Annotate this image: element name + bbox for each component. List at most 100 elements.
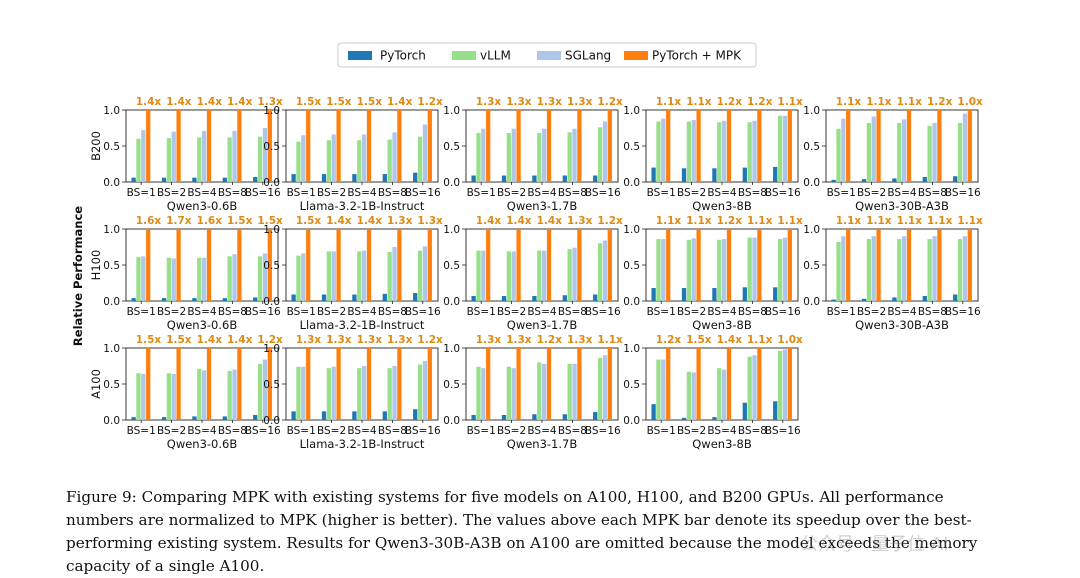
speedup-H100-2-1: 1.4x xyxy=(506,215,532,227)
bar-H100-3-3-1 xyxy=(747,237,752,301)
bar-H100-3-0-2 xyxy=(661,239,666,301)
bar-H100-1-1-2 xyxy=(331,251,336,301)
bar-A100-0-4-2 xyxy=(262,359,268,420)
ytick-label-B200-3-0.0: 0.0 xyxy=(623,177,640,189)
bar-H100-3-3-2 xyxy=(752,237,757,301)
bar-B200-4-2-1 xyxy=(897,122,902,182)
speedup-A100-0-2: 1.4x xyxy=(197,334,223,346)
bar-B200-1-3-3 xyxy=(397,110,402,182)
speedup-B200-2-2: 1.3x xyxy=(537,96,563,108)
speedup-H100-1-2: 1.4x xyxy=(357,215,383,227)
bar-H100-0-2-2 xyxy=(202,257,207,301)
bar-H100-1-0-0 xyxy=(291,294,296,301)
bar-B200-4-3-2 xyxy=(932,122,937,182)
bar-B200-2-0-0 xyxy=(471,175,476,182)
xtick-label-A100-2-0: BS=1 xyxy=(467,425,496,437)
bar-A100-0-2-1 xyxy=(197,368,202,420)
bar-A100-2-4-2 xyxy=(602,355,608,420)
bar-H100-2-2-3 xyxy=(546,229,552,301)
bar-A100-2-1-2 xyxy=(511,368,516,420)
ytick-label-H100-2-0.5: 0.5 xyxy=(443,260,460,272)
xtick-label-B200-2-0: BS=1 xyxy=(467,187,496,199)
bar-A100-3-1-0 xyxy=(681,417,687,420)
gpu-label-B200: B200 xyxy=(89,131,103,161)
bar-H100-3-2-3 xyxy=(726,229,732,301)
bar-H100-1-3-0 xyxy=(382,293,387,301)
bar-B200-0-3-3 xyxy=(237,110,242,182)
xtick-label-B200-1-4: BS=16 xyxy=(405,187,441,199)
ytick-label-A100-0-0.5: 0.5 xyxy=(103,379,120,391)
bar-B200-4-4-3 xyxy=(967,110,972,182)
bar-B200-4-1-3 xyxy=(876,110,881,182)
speedup-H100-1-1: 1.4x xyxy=(326,215,352,227)
bar-H100-2-4-1 xyxy=(597,243,603,301)
speedup-B200-0-1: 1.4x xyxy=(166,96,192,108)
ytick-label-A100-2-1.0: 1.0 xyxy=(443,343,460,355)
bar-H100-4-4-2 xyxy=(962,236,968,301)
speedup-A100-3-2: 1.4x xyxy=(717,334,743,346)
speedup-H100-1-3: 1.3x xyxy=(387,215,413,227)
bar-H100-3-4-2 xyxy=(782,237,788,301)
bar-B200-1-0-1 xyxy=(296,141,301,182)
bar-B200-1-1-1 xyxy=(326,140,331,182)
speedup-B200-0-2: 1.4x xyxy=(197,96,223,108)
ytick-label-H100-4-1.0: 1.0 xyxy=(803,224,820,236)
bar-H100-4-4-0 xyxy=(953,294,958,301)
bar-H100-3-4-0 xyxy=(773,287,778,301)
ytick-label-B200-3-0.5: 0.5 xyxy=(623,141,640,153)
bar-B200-0-0-0 xyxy=(131,177,136,182)
bar-B200-0-2-3 xyxy=(206,110,212,182)
bar-A100-3-3-3 xyxy=(757,348,762,420)
bar-B200-2-0-1 xyxy=(476,133,481,182)
bar-H100-4-0-3 xyxy=(846,229,851,301)
speedup-H100-4-3: 1.1x xyxy=(927,215,953,227)
bar-A100-1-0-3 xyxy=(306,348,311,420)
model-label-A100-2: Qwen3-1.7B xyxy=(507,437,578,451)
speedup-B200-4-2: 1.1x xyxy=(897,96,923,108)
speedup-H100-3-4: 1.1x xyxy=(777,215,803,227)
bar-H100-2-3-3 xyxy=(577,229,582,301)
bar-H100-3-0-0 xyxy=(651,288,656,301)
xtick-label-B200-1-0: BS=1 xyxy=(287,187,316,199)
speedup-H100-3-3: 1.1x xyxy=(747,215,773,227)
bar-B200-1-0-3 xyxy=(306,110,311,182)
bar-B200-0-1-0 xyxy=(161,177,167,182)
xtick-label-A100-1-2: BS=4 xyxy=(347,425,376,437)
model-label-A100-0: Qwen3-0.6B xyxy=(167,437,238,451)
bar-B200-3-3-0 xyxy=(742,167,747,182)
bar-B200-3-1-1 xyxy=(686,121,691,182)
speedup-B200-2-1: 1.3x xyxy=(506,96,532,108)
speedup-B200-3-0: 1.1x xyxy=(656,96,682,108)
bar-H100-2-4-3 xyxy=(607,229,612,301)
xtick-label-H100-3-4: BS=16 xyxy=(765,306,801,318)
xtick-label-H100-4-0: BS=1 xyxy=(827,306,856,318)
bar-H100-1-1-3 xyxy=(336,229,341,301)
bar-H100-0-4-3 xyxy=(267,229,272,301)
bar-H100-0-4-0 xyxy=(253,297,258,301)
bar-B200-3-0-3 xyxy=(666,110,671,182)
bar-B200-2-2-3 xyxy=(546,110,552,182)
ytick-label-H100-2-0.0: 0.0 xyxy=(443,296,460,308)
bar-A100-0-0-1 xyxy=(136,373,141,420)
bar-A100-2-4-0 xyxy=(593,412,598,420)
bar-B200-0-2-2 xyxy=(202,130,207,182)
xtick-label-H100-4-1: BS=2 xyxy=(857,306,886,318)
bar-H100-0-0-0 xyxy=(131,298,136,301)
bar-A100-2-2-1 xyxy=(537,362,542,420)
speedup-H100-4-4: 1.1x xyxy=(957,215,983,227)
bar-H100-0-1-0 xyxy=(161,298,167,301)
bar-A100-1-1-3 xyxy=(336,348,341,420)
bar-H100-2-4-2 xyxy=(602,240,608,301)
bar-B200-1-1-2 xyxy=(331,134,336,182)
bar-H100-2-0-1 xyxy=(476,250,481,301)
xtick-label-A100-3-3: BS=8 xyxy=(738,425,767,437)
bar-B200-1-2-0 xyxy=(352,174,357,182)
bar-B200-0-3-1 xyxy=(227,137,232,182)
ytick-label-H100-3-0.0: 0.0 xyxy=(623,296,640,308)
ytick-label-H100-0-1.0: 1.0 xyxy=(103,224,120,236)
xtick-label-H100-3-2: BS=4 xyxy=(707,306,736,318)
bar-B200-2-4-0 xyxy=(593,175,598,182)
xtick-label-B200-4-4: BS=16 xyxy=(945,187,981,199)
bar-B200-2-1-3 xyxy=(516,110,521,182)
legend-label-0: PyTorch xyxy=(380,49,426,63)
